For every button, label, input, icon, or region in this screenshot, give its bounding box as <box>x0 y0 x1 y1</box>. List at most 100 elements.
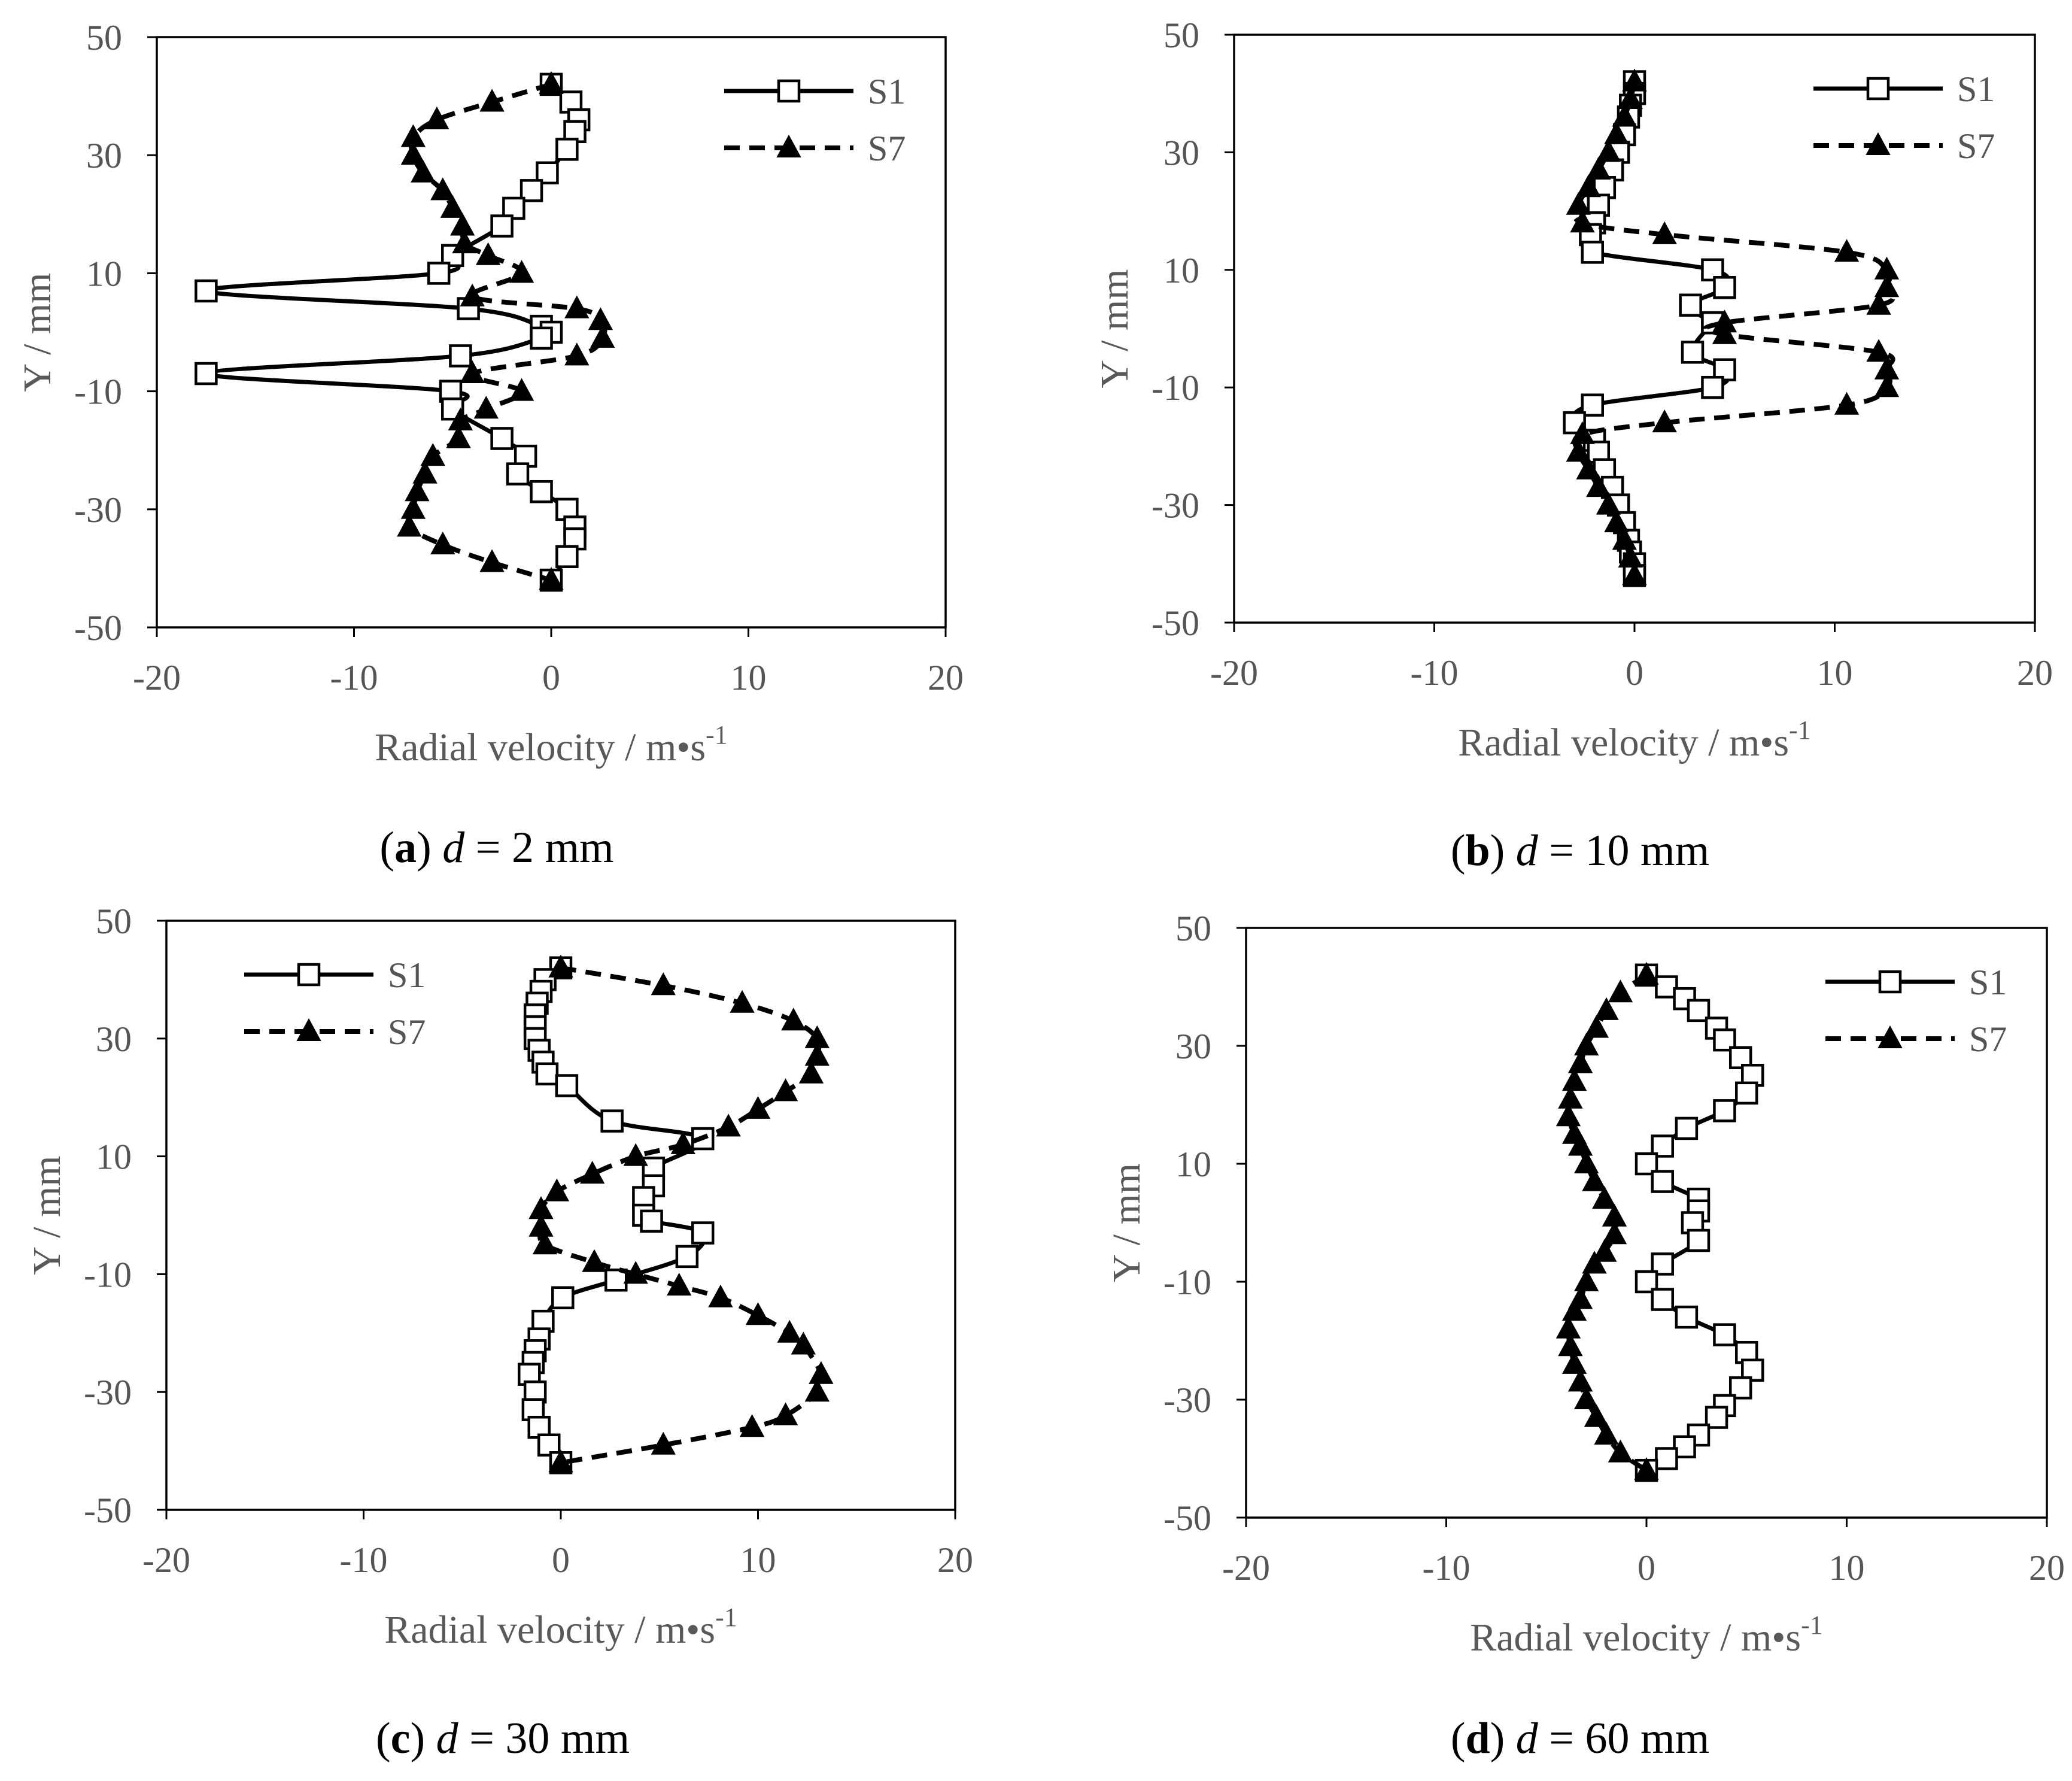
data-point-s1 <box>514 444 537 468</box>
x-tick-label: 0 <box>1637 1548 1655 1588</box>
data-point-s7 <box>670 1131 695 1154</box>
data-point-s7 <box>708 1284 733 1307</box>
data-point-s7 <box>479 549 505 572</box>
data-point-s7 <box>1566 439 1591 462</box>
data-point-s7 <box>1652 409 1677 433</box>
data-point-s1 <box>1681 341 1705 364</box>
data-point-s7 <box>1612 527 1637 550</box>
data-point-s7 <box>667 1273 692 1296</box>
data-point-s7 <box>539 567 564 590</box>
data-point-s7 <box>1604 509 1629 533</box>
data-point-s7 <box>539 71 564 94</box>
data-point-s1 <box>1713 1028 1736 1052</box>
data-point-s1 <box>640 1209 663 1233</box>
y-tick-label: -50 <box>1163 1498 1211 1538</box>
data-point-s7 <box>809 1361 834 1384</box>
data-point-s7 <box>1608 979 1633 1003</box>
x-tick-label: 10 <box>731 658 767 697</box>
x-tick-label: 10 <box>740 1540 776 1580</box>
legend-marker-s7 <box>776 134 801 157</box>
x-axis-title: Radial velocity / m•s-1 <box>1470 1610 1823 1659</box>
data-point-s7 <box>509 378 534 401</box>
panel-caption: (b) d = 10 mm <box>1451 826 1709 875</box>
data-point-s7 <box>564 342 590 366</box>
data-point-s7 <box>440 195 465 218</box>
data-point-s7 <box>1567 1369 1593 1392</box>
x-tick-label: 20 <box>937 1540 973 1580</box>
data-point-s7 <box>424 106 449 129</box>
data-point-s7 <box>1576 456 1601 480</box>
data-point-s7 <box>588 307 613 330</box>
data-point-s7 <box>1567 1050 1593 1073</box>
data-point-s7 <box>1584 1404 1609 1427</box>
data-point-s7 <box>1558 1333 1583 1357</box>
data-point-s7 <box>544 1178 570 1202</box>
data-point-s1 <box>195 362 218 386</box>
data-point-s7 <box>400 496 426 519</box>
data-point-s7 <box>1712 321 1737 344</box>
data-point-s1 <box>1713 1323 1736 1346</box>
data-point-s1 <box>449 344 472 368</box>
data-point-s7 <box>1586 474 1611 497</box>
y-tick-label: -10 <box>74 372 122 412</box>
data-point-s7 <box>777 1319 802 1343</box>
x-tick-label: 10 <box>1817 653 1853 693</box>
y-tick-label: 30 <box>1175 1027 1211 1066</box>
data-point-s7 <box>475 242 501 265</box>
plot-frame <box>1245 927 2048 1519</box>
legend-label-s1: S1 <box>388 955 426 995</box>
data-point-s7 <box>1592 1239 1617 1262</box>
series-s7 <box>1566 68 1900 585</box>
data-point-s7 <box>405 478 430 502</box>
x-tick-label: 0 <box>1626 653 1643 693</box>
panel-caption: (a) d = 2 mm <box>379 823 613 872</box>
data-point-s7 <box>651 1431 676 1455</box>
y-tick-label: 50 <box>96 902 132 941</box>
y-tick-label: -10 <box>84 1255 132 1294</box>
x-tick-label: 10 <box>1829 1548 1865 1588</box>
x-tick-label: 20 <box>928 658 964 697</box>
data-point-s7 <box>400 142 426 165</box>
chart-panel-2: -20 -10 0 10 20 -50 -30 -10 10 30 50 Radial velocit… <box>1093 16 2053 875</box>
data-point-s7 <box>1570 421 1595 444</box>
data-point-s7 <box>580 1161 605 1184</box>
data-point-s7 <box>412 460 438 484</box>
legend-marker-s1 <box>777 79 801 103</box>
data-point-s7 <box>1561 1351 1587 1374</box>
y-tick-label: 30 <box>86 136 122 175</box>
y-tick-label: 10 <box>1175 1145 1211 1184</box>
data-point-s1 <box>1675 1116 1699 1140</box>
legend-label-s7: S7 <box>1969 1020 2007 1059</box>
x-axis-title: Radial velocity / m•s-1 <box>384 1603 737 1652</box>
data-point-s7 <box>1594 997 1619 1020</box>
data-point-s7 <box>716 1113 741 1137</box>
data-point-s1 <box>195 279 218 303</box>
data-point-s7 <box>479 89 505 112</box>
data-point-s7 <box>420 443 445 466</box>
x-tick-label: -20 <box>142 1540 190 1580</box>
y-tick-label: -30 <box>1163 1380 1211 1420</box>
y-tick-label: -30 <box>84 1373 132 1412</box>
legend-label-s1: S1 <box>1957 69 1995 109</box>
data-point-s7 <box>1574 1150 1599 1173</box>
x-axis-title: Radial velocity / m•s-1 <box>1458 715 1811 764</box>
y-tick-label: -30 <box>74 490 122 530</box>
series-s7 <box>528 954 834 1473</box>
data-point-s1 <box>1713 276 1736 299</box>
data-point-s7 <box>473 396 499 419</box>
legend-label-s1: S1 <box>1969 963 2007 1002</box>
data-point-s7 <box>745 1096 771 1119</box>
data-point-s7 <box>1574 1386 1599 1409</box>
y-axis-title: Y / mm <box>1093 269 1137 388</box>
data-point-s7 <box>745 1302 771 1325</box>
data-point-s1 <box>1675 1305 1699 1329</box>
data-point-s1 <box>1655 975 1678 999</box>
x-tick-label: -10 <box>1411 653 1459 693</box>
data-point-s1 <box>1655 1447 1678 1470</box>
series-line-s1 <box>527 966 707 1464</box>
legend-marker-s7 <box>296 1018 321 1041</box>
x-tick-label: -10 <box>340 1540 388 1580</box>
y-tick-label: 50 <box>86 18 122 57</box>
x-tick-label: -20 <box>133 658 181 697</box>
